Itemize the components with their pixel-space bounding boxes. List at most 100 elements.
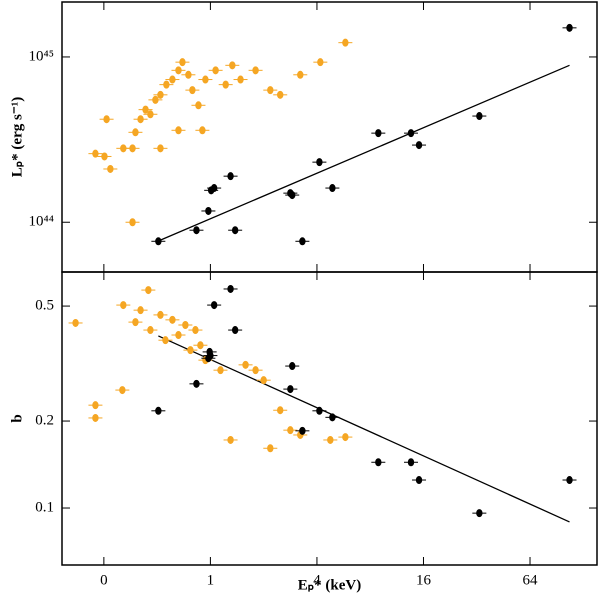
point [375,129,382,138]
point [407,129,415,138]
point [299,426,306,435]
point [193,379,200,388]
point [227,284,234,293]
point [162,336,169,345]
point [179,58,186,67]
point [142,105,149,114]
point [227,172,234,181]
point [327,435,334,444]
point [299,237,306,246]
point [297,70,304,79]
point [252,66,259,75]
point [316,406,323,415]
point [415,141,423,150]
point [189,86,196,95]
point [152,95,159,104]
point [217,366,224,375]
point [157,310,164,319]
y-axis-label: Lₚ* (erg s⁻¹) [9,97,25,178]
point [260,376,267,385]
point [329,184,336,193]
point [132,318,139,327]
point [202,75,209,84]
y-tick-label: 10⁴⁴ [29,214,54,230]
point [157,90,164,99]
point [101,152,108,161]
plot-frame [61,271,598,566]
point [193,226,200,235]
point [231,226,239,235]
x-tick-label: 0 [100,572,108,588]
point [197,341,204,350]
point [175,66,182,75]
y-tick-label: 0.5 [35,298,54,314]
point [277,406,284,415]
point [155,406,162,415]
y-axis-label: b [9,414,25,422]
point [157,144,164,153]
point [267,86,274,95]
x-tick-label: 1 [207,572,215,588]
point [92,149,99,158]
point [129,218,136,227]
plot-frame [61,1,598,273]
point [476,112,483,121]
point [342,433,349,442]
point [231,326,239,335]
point [407,458,415,467]
point [287,426,294,435]
point [210,184,218,193]
x-tick-label: 64 [523,572,539,588]
point [163,80,170,89]
point [415,476,423,485]
point [185,70,192,79]
point [242,360,249,369]
fit-line [158,64,570,242]
point [169,75,176,84]
point [182,320,189,329]
point [199,126,206,135]
point [175,126,182,135]
y-tick-label: 0.2 [35,412,54,428]
point [205,206,212,215]
point [210,301,218,310]
point [119,386,126,395]
point [92,413,99,422]
point [375,458,382,467]
point [277,90,284,99]
point [566,476,573,485]
point [316,158,323,167]
fit-line [158,335,570,523]
point [227,435,234,444]
point [207,351,214,360]
point [329,413,336,422]
point [237,75,244,84]
point [72,318,79,327]
point [92,401,99,410]
point [147,326,154,335]
point [147,110,154,119]
point [222,80,229,89]
point [566,23,573,32]
x-axis-label: Eₚ* (keV) [298,577,362,593]
point [155,237,162,246]
point [120,301,127,310]
point [317,58,324,67]
x-tick-label: 4 [313,572,321,588]
point [103,115,110,124]
point [107,164,114,173]
point [289,362,296,371]
point [342,38,349,47]
point [187,346,194,355]
point [289,191,296,200]
point [192,326,199,335]
point [212,66,219,75]
point [169,315,176,324]
point [137,115,144,124]
point [267,444,274,453]
point [175,331,182,340]
point [132,128,139,137]
point [195,101,202,110]
y-tick-label: 0.1 [35,499,54,515]
point [120,144,127,153]
